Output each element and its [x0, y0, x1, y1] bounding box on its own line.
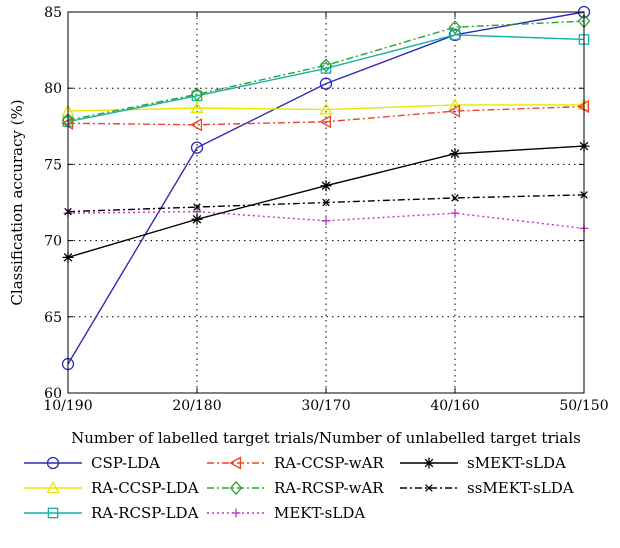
legend-item-smekt-slda: sMEKT-sLDA — [400, 454, 566, 472]
x-tick-label: 50/150 — [559, 398, 608, 414]
legend-item-csp-lda: CSP-LDA — [24, 454, 160, 472]
legend-marker — [46, 481, 60, 494]
axis-ticks: 10/190 20/180 30/170 40/160 50/150 60 65 70 75 80… — [43, 5, 608, 414]
legend-item-ra-ccsp-war: RA-CCSP-wAR — [207, 454, 384, 472]
legend-label: RA-RCSP-wAR — [274, 479, 384, 497]
data-point — [450, 208, 460, 218]
legend-item-mekt-slda: MEKT-sLDA — [207, 504, 365, 522]
x-tick-label: 20/180 — [172, 398, 221, 414]
legend-marker — [229, 456, 242, 470]
series-line — [67, 20, 585, 121]
legend-marker — [423, 457, 435, 469]
y-tick-label: 60 — [44, 386, 62, 402]
data-point — [190, 101, 204, 114]
legend-item-ra-ccsp-lda: RA-CCSP-LDA — [24, 479, 199, 497]
data-point — [449, 29, 461, 41]
data-point — [448, 20, 462, 35]
legend-label: sMEKT-sLDA — [467, 454, 566, 472]
legend-label: RA-CCSP-wAR — [274, 454, 384, 472]
data-point — [190, 141, 204, 154]
legend-marker — [425, 484, 433, 492]
y-tick-label: 80 — [44, 81, 62, 97]
legend: CSP-LDA RA-CCSP-LDA RA-RCSP-LDA RA-CCSP-wAR… — [24, 454, 574, 522]
data-point — [448, 104, 461, 118]
plot-series — [61, 5, 591, 371]
data-point — [319, 77, 333, 90]
data-point — [193, 203, 201, 211]
series-line — [67, 105, 585, 126]
data-point — [577, 5, 591, 19]
data-point — [191, 213, 203, 225]
data-point — [191, 90, 203, 102]
data-point — [319, 58, 333, 73]
y-tick-label: 65 — [44, 310, 62, 326]
data-point — [577, 99, 590, 114]
legend-marker — [229, 480, 243, 496]
series-line — [67, 11, 585, 365]
data-point — [190, 87, 204, 102]
legend-label: RA-RCSP-LDA — [91, 504, 199, 522]
data-point — [322, 198, 330, 207]
data-point — [321, 216, 331, 226]
legend-marker — [47, 507, 59, 519]
y-tick-label: 70 — [44, 234, 62, 250]
series-line — [67, 104, 584, 112]
x-axis-label: Number of labelled target trials/Number … — [71, 429, 581, 447]
data-point — [61, 357, 75, 371]
data-point — [319, 102, 333, 115]
data-point — [578, 34, 590, 45]
legend-marker — [46, 456, 60, 470]
y-tick-label: 85 — [44, 5, 62, 21]
y-axis-label: Classification accuracy (%) — [8, 99, 26, 305]
data-point — [320, 180, 332, 192]
data-point — [449, 148, 461, 160]
legend-item-ssmekt-slda: ssMEKT-sLDA — [400, 479, 574, 497]
legend-marker — [231, 508, 241, 518]
legend-item-ra-rcsp-war: RA-RCSP-wAR — [207, 479, 384, 497]
legend-label: MEKT-sLDA — [274, 504, 365, 522]
series-smekt-slda — [62, 140, 590, 263]
grid-lines — [68, 12, 584, 393]
x-tick-label: 10/190 — [43, 398, 92, 414]
series-ra-ccsp-war — [61, 99, 590, 132]
data-point — [320, 63, 332, 74]
legend-label: CSP-LDA — [91, 454, 160, 472]
legend-label: ssMEKT-sLDA — [467, 479, 574, 497]
series-line — [67, 34, 585, 123]
data-point — [451, 194, 459, 202]
data-point — [190, 118, 203, 132]
x-tick-label: 40/160 — [430, 398, 479, 414]
x-tick-label: 30/170 — [301, 398, 350, 414]
legend-item-ra-rcsp-lda: RA-RCSP-LDA — [24, 504, 199, 522]
legend-label: RA-CCSP-LDA — [91, 479, 199, 497]
y-tick-label: 75 — [44, 157, 62, 173]
series-line — [67, 210, 585, 230]
data-point — [448, 98, 462, 111]
data-point — [319, 115, 332, 129]
